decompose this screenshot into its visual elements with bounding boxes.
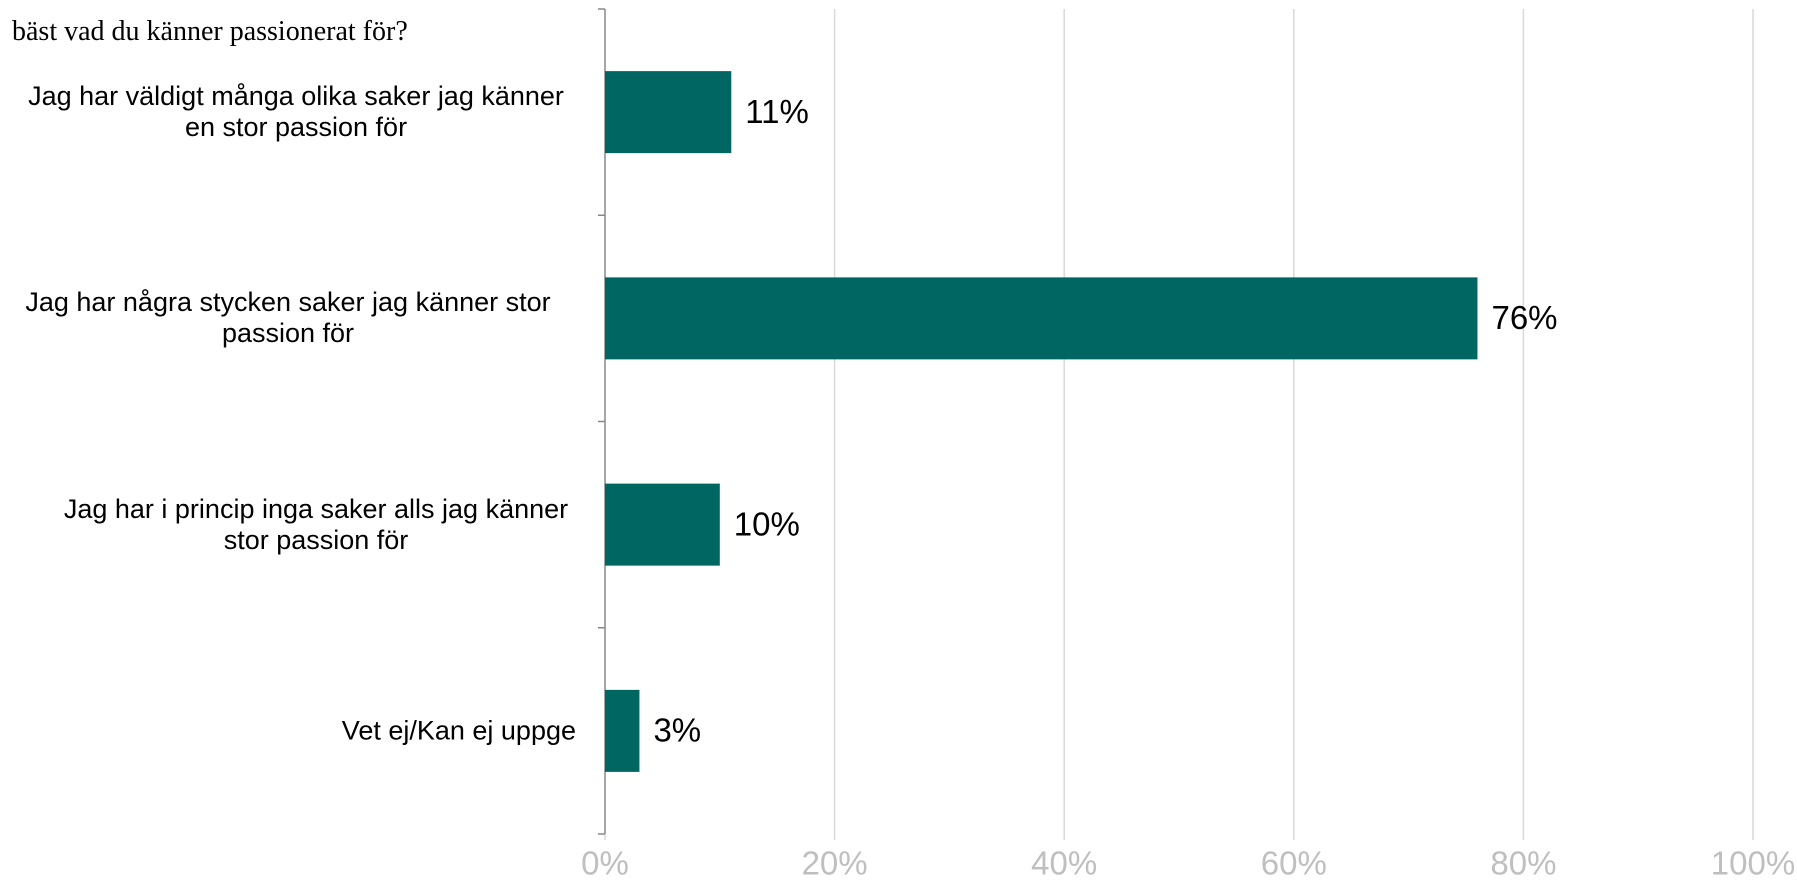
value-label: 3% — [653, 712, 701, 749]
x-tick-label: 100% — [1711, 845, 1795, 882]
value-label: 11% — [745, 93, 809, 130]
x-tick-label: 0% — [581, 845, 629, 882]
x-tick-label: 20% — [802, 845, 868, 882]
x-tick-label: 40% — [1031, 845, 1097, 882]
x-tick-label: 80% — [1490, 845, 1556, 882]
y-tick-label: Jag har väldigt många olika saker jag kä… — [28, 81, 564, 143]
value-label: 76% — [1491, 299, 1557, 336]
bar — [605, 689, 640, 772]
y-tick-label: Jag har i princip inga saker alls jag kä… — [63, 493, 569, 555]
y-tick-label: Jag har några stycken saker jag känner s… — [25, 287, 551, 349]
value-label: 10% — [734, 505, 800, 542]
y-tick-label: Vet ej/Kan ej uppge — [341, 715, 576, 746]
x-tick-label: 60% — [1261, 845, 1327, 882]
bar — [605, 277, 1478, 360]
chart-title: bäst vad du känner passionerat för? — [12, 16, 408, 47]
bar — [605, 71, 732, 154]
bar — [605, 483, 720, 566]
